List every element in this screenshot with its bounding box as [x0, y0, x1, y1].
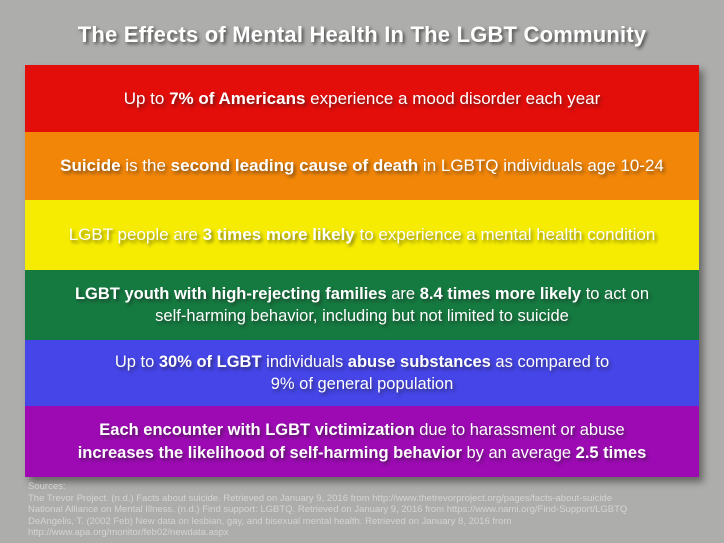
stripe-orange-suicide-stat: Suicide is the second leading cause of d…: [25, 132, 699, 200]
stat-text-line: Suicide is the second leading cause of d…: [60, 156, 664, 176]
rainbow-banner: Up to 7% of Americans experience a mood …: [25, 65, 699, 477]
stripe-red-mood-disorder: Up to 7% of Americans experience a mood …: [25, 65, 699, 132]
stat-highlight: increases the likelihood of self-harming…: [77, 443, 462, 462]
stat-text: Up to: [123, 88, 170, 108]
stat-text: Up to: [114, 352, 159, 371]
page-title: The Effects of Mental Health In The LGBT…: [77, 22, 647, 47]
stat-highlight: abuse substances: [347, 352, 491, 371]
stat-text-line: LGBT youth with high-rejecting families …: [75, 283, 649, 305]
stat-text-line: Up to 7% of Americans experience a mood …: [124, 89, 601, 109]
stripe-green-self-harm-stat: LGBT youth with high-rejecting families …: [25, 270, 699, 340]
stat-highlight: 2.5 times: [575, 443, 647, 462]
stat-highlight: LGBT youth with high-rejecting families: [74, 284, 387, 303]
stat-text-line: Each encounter with LGBT victimization d…: [99, 419, 624, 441]
stripe-blue-substance-abuse-stat: Up to 30% of LGBT individuals abuse subs…: [25, 340, 699, 406]
stat-text: by an average: [461, 443, 576, 462]
stat-text-line: self-harming behavior, including but not…: [155, 305, 569, 327]
stat-highlight: 30% of LGBT: [158, 352, 262, 371]
stat-highlight: 8.4 times more likely: [419, 284, 582, 303]
sources-label: Sources:: [28, 481, 66, 492]
stat-text: in LGBTQ individuals age 10-24: [418, 156, 664, 175]
source-citation-deangelis: DeAngelis, T. (2002 Feb) New data on les…: [28, 515, 512, 539]
stat-text: individuals: [261, 352, 348, 371]
stat-text: to experience a mental health condition: [354, 225, 656, 244]
stat-highlight: 7% of Americans: [169, 88, 306, 108]
source-citation-trevor-project: The Trevor Project. (n.d.) Facts about s…: [28, 492, 613, 504]
stat-text: as compared to: [490, 352, 610, 371]
stat-highlight: second leading cause of death: [170, 156, 419, 175]
stat-highlight: Each encounter with LGBT victimization: [99, 421, 415, 440]
stat-text: LGBT people are: [68, 225, 203, 244]
stat-text: is the: [120, 156, 171, 175]
stat-text: are: [386, 284, 420, 303]
stat-highlight: 3 times more likely: [202, 225, 355, 244]
source-citation-nami: National Alliance on Mental Illness. (n.…: [28, 504, 628, 516]
stat-text: self-harming behavior, including but not…: [155, 307, 569, 325]
stat-text: 9% of general population: [270, 375, 454, 393]
stripe-purple-victimization-stat: Each encounter with LGBT victimization d…: [25, 406, 699, 477]
stat-text: to act on: [581, 284, 650, 303]
stripe-yellow-mental-health-stat: LGBT people are 3 times more likely to e…: [25, 200, 699, 270]
sources-section: Sources: The Trevor Project. (n.d.) Fact…: [28, 481, 714, 539]
stat-highlight: Suicide: [60, 156, 121, 175]
stat-text: due to harassment or abuse: [414, 421, 625, 440]
stat-text: experience a mood disorder each year: [305, 88, 601, 108]
stat-text-line: 9% of general population: [271, 373, 454, 395]
stat-text-line: increases the likelihood of self-harming…: [78, 442, 647, 464]
stat-text-line: LGBT people are 3 times more likely to e…: [69, 225, 656, 245]
stat-text-line: Up to 30% of LGBT individuals abuse subs…: [115, 351, 609, 373]
